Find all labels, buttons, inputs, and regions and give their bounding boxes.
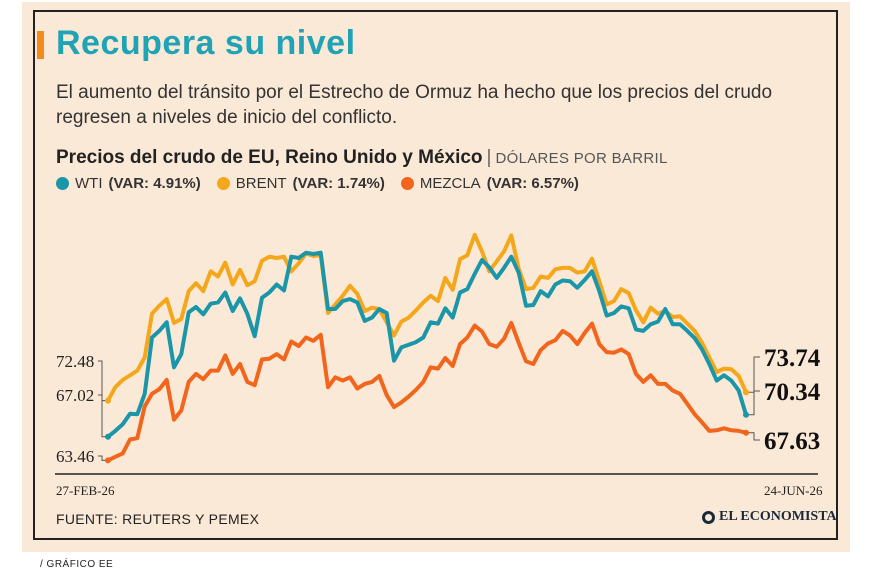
legend-var-brent: (VAR: 1.74%) — [292, 175, 385, 192]
x-axis-start-label: 27-FEB-26 — [56, 483, 115, 498]
chart-units: DÓLARES POR BARRIL — [495, 150, 668, 167]
start-point-wti — [105, 433, 111, 440]
start-value-label: 72.48 — [56, 352, 94, 371]
brand-mark-icon — [702, 510, 715, 524]
series-line-brent — [106, 232, 748, 403]
brand-logo: EL ECONOMISTA — [702, 509, 837, 525]
series-line-mezcla — [106, 320, 748, 463]
start-point-brent — [105, 397, 111, 404]
end-value-label: 70.34 — [764, 379, 821, 406]
x-axis-end-label: 24-JUN-26 — [764, 483, 823, 498]
legend-dot-mezcla — [400, 177, 414, 190]
graphic-credit: / GRÁFICO EE — [40, 559, 114, 570]
source-note: FUENTE: REUTERS Y PEMEX — [56, 511, 260, 527]
end-point-brent — [743, 389, 749, 396]
page-title: Recupera su nivel — [56, 24, 356, 62]
legend-label-wti: WTI — [75, 175, 103, 192]
legend-item-wti: WTI (VAR: 4.91%) — [56, 175, 201, 192]
legend-label-brent: BRENT — [235, 175, 287, 192]
legend-dot-wti — [56, 177, 69, 190]
title-accent-bar — [37, 31, 44, 59]
end-leader-wti — [746, 390, 760, 416]
end-leader-mezcla — [746, 432, 760, 441]
series-line-wti — [106, 250, 748, 439]
brand-name: EL ECONOMISTA — [719, 509, 837, 524]
legend: WTI (VAR: 4.91%) BRENT (VAR: 1.74%) MEZC… — [56, 175, 579, 192]
legend-item-brent: BRENT (VAR: 1.74%) — [216, 175, 385, 192]
legend-label-mezcla: MEZCLA — [419, 175, 481, 192]
chart-title-text: Precios del crudo de EU, Reino Unido y M… — [56, 147, 483, 168]
end-point-wti — [743, 411, 749, 418]
chart-panel — [22, 2, 850, 552]
legend-item-mezcla: MEZCLA (VAR: 6.57%) — [400, 175, 579, 192]
start-point-mezcla — [105, 457, 111, 464]
end-value-label: 67.63 — [764, 428, 820, 455]
end-point-mezcla — [743, 429, 749, 436]
legend-var-wti: (VAR: 4.91%) — [108, 175, 201, 192]
start-value-label: 67.02 — [56, 386, 94, 405]
chart-title-separator: | — [486, 147, 492, 168]
page-subtitle: El aumento del tránsito por el Estrecho … — [56, 82, 773, 128]
legend-dot-brent — [216, 177, 230, 190]
chart-title: Precios del crudo de EU, Reino Unido y M… — [56, 147, 668, 169]
start-value-label: 63.46 — [56, 447, 94, 466]
end-leader-brent — [746, 356, 760, 393]
end-value-label: 73.74 — [764, 345, 821, 372]
chart-frame — [33, 10, 838, 540]
legend-var-mezcla: (VAR: 6.57%) — [486, 175, 579, 192]
